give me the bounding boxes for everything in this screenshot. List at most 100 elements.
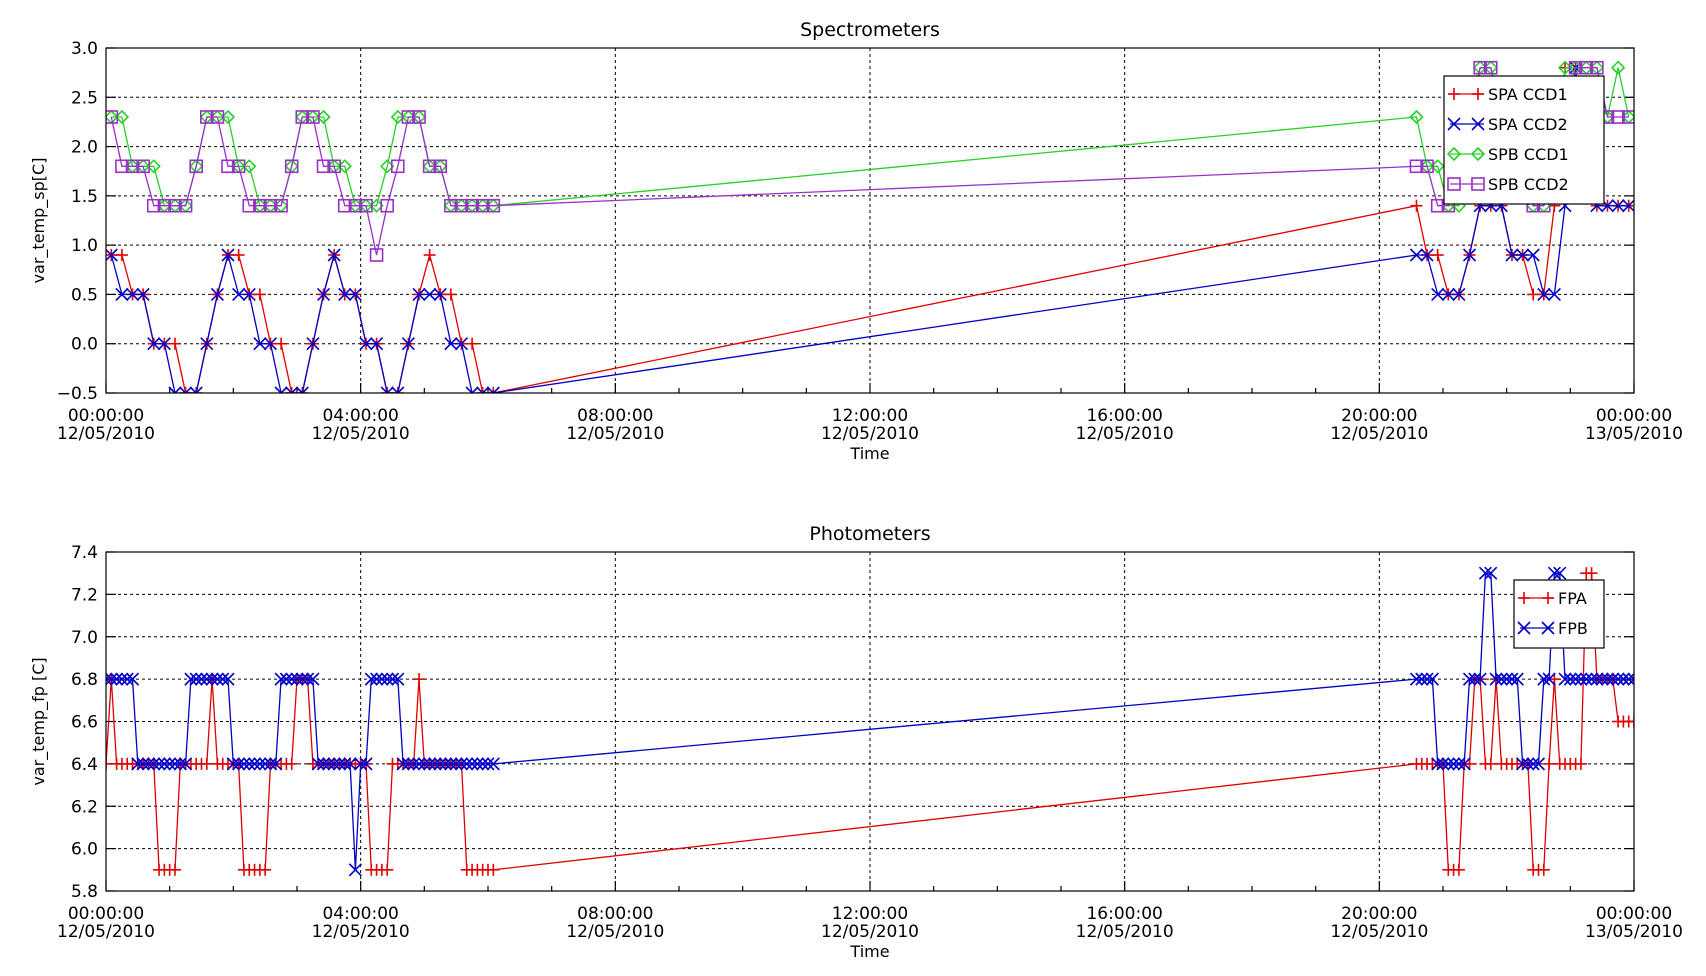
x-axis-label: Time bbox=[849, 942, 889, 961]
data-point bbox=[168, 757, 182, 771]
legend-entry: FPA bbox=[1518, 589, 1587, 608]
data-point bbox=[466, 337, 479, 350]
x-tick-label-date: 12/05/2010 bbox=[821, 922, 919, 942]
data-point bbox=[470, 757, 484, 771]
data-point bbox=[385, 672, 400, 686]
x-tick-label-date: 12/05/2010 bbox=[566, 922, 664, 942]
data-point bbox=[422, 159, 437, 174]
data-point bbox=[369, 248, 384, 262]
data-point bbox=[253, 198, 267, 213]
data-point bbox=[391, 386, 405, 393]
y-tick-label: 6.4 bbox=[71, 755, 98, 775]
data-point bbox=[465, 198, 479, 213]
x-tick-label-date: 12/05/2010 bbox=[57, 922, 155, 942]
legend-label: FPA bbox=[1558, 589, 1587, 608]
data-point bbox=[1441, 757, 1455, 771]
x-tick-label-date: 13/05/2010 bbox=[1585, 424, 1683, 444]
x-tick-label-time: 16:00:00 bbox=[1086, 406, 1162, 426]
data-point bbox=[338, 287, 352, 301]
data-point bbox=[168, 198, 182, 213]
data-point bbox=[1409, 672, 1424, 686]
data-point bbox=[1590, 60, 1604, 75]
data-point bbox=[1542, 592, 1554, 604]
data-point bbox=[285, 387, 298, 393]
data-point bbox=[106, 757, 112, 770]
data-point bbox=[1516, 248, 1530, 262]
legend-entry: SPA CCD2 bbox=[1447, 115, 1568, 134]
data-point bbox=[1473, 672, 1487, 686]
data-point bbox=[205, 672, 219, 686]
data-point bbox=[168, 337, 181, 350]
y-tick-label: 7.2 bbox=[71, 585, 98, 605]
data-point bbox=[285, 757, 298, 770]
data-point bbox=[1431, 287, 1445, 301]
data-point bbox=[1622, 199, 1634, 213]
data-point bbox=[428, 757, 442, 771]
x-tick-label-time: 00:00:00 bbox=[1596, 406, 1672, 426]
x-tick-label-date: 12/05/2010 bbox=[57, 424, 155, 444]
data-point bbox=[1621, 110, 1634, 124]
data-point bbox=[364, 672, 378, 686]
data-point bbox=[454, 337, 469, 351]
data-point bbox=[179, 386, 193, 393]
data-point bbox=[444, 757, 458, 771]
data-point bbox=[348, 287, 362, 301]
chart-title: Spectrometers bbox=[800, 19, 940, 41]
data-point bbox=[1447, 177, 1461, 191]
data-point bbox=[141, 757, 156, 771]
data-point bbox=[210, 287, 224, 301]
x-tick-label-date: 12/05/2010 bbox=[1330, 424, 1428, 444]
y-tick-label: 7.0 bbox=[71, 628, 98, 648]
data-point bbox=[465, 386, 479, 393]
data-point bbox=[475, 198, 490, 213]
y-axis-label: var_temp_fp [C] bbox=[29, 657, 49, 785]
data-point bbox=[370, 672, 384, 686]
data-point bbox=[221, 248, 235, 262]
x-tick-label-date: 13/05/2010 bbox=[1585, 922, 1683, 942]
data-point bbox=[1420, 672, 1434, 686]
data-point bbox=[178, 198, 193, 213]
data-point bbox=[381, 863, 394, 876]
data-point bbox=[285, 672, 299, 686]
data-point bbox=[221, 672, 235, 686]
data-point bbox=[1590, 672, 1604, 686]
data-point bbox=[295, 672, 309, 686]
data-point bbox=[189, 386, 203, 393]
y-tick-label: −0.5 bbox=[57, 384, 98, 404]
data-point bbox=[407, 757, 421, 771]
data-point bbox=[242, 198, 257, 213]
y-tick-label: 5.8 bbox=[71, 882, 98, 902]
legend-label: SPB CCD2 bbox=[1488, 175, 1569, 194]
x-axis-label: Time bbox=[849, 444, 889, 463]
data-point bbox=[216, 672, 230, 686]
data-point bbox=[306, 672, 320, 686]
data-point bbox=[290, 672, 304, 686]
data-point bbox=[152, 757, 166, 771]
data-point bbox=[190, 387, 203, 393]
data-point bbox=[476, 757, 490, 771]
data-point bbox=[1436, 757, 1450, 771]
data-point bbox=[444, 198, 458, 213]
x-tick-label-time: 20:00:00 bbox=[1341, 904, 1417, 924]
data-point bbox=[1420, 248, 1434, 262]
x-tick-label-time: 04:00:00 bbox=[322, 904, 398, 924]
data-point bbox=[1452, 863, 1465, 876]
y-tick-label: 2.5 bbox=[71, 88, 98, 108]
data-point bbox=[1431, 249, 1444, 261]
data-point bbox=[359, 198, 373, 213]
data-point bbox=[1516, 757, 1530, 771]
data-point bbox=[1452, 287, 1466, 301]
data-point bbox=[401, 757, 415, 771]
data-point bbox=[417, 757, 431, 771]
data-point bbox=[1611, 672, 1625, 686]
data-point bbox=[1483, 60, 1498, 75]
data-point bbox=[401, 110, 416, 124]
data-point bbox=[1431, 757, 1445, 771]
data-point bbox=[1543, 757, 1556, 770]
x-tick-label-time: 12:00:00 bbox=[832, 904, 908, 924]
data-point bbox=[275, 337, 288, 350]
data-point bbox=[381, 387, 394, 393]
legend-entry: FPB bbox=[1517, 619, 1588, 638]
data-point bbox=[1542, 672, 1556, 686]
data-point bbox=[210, 672, 224, 686]
